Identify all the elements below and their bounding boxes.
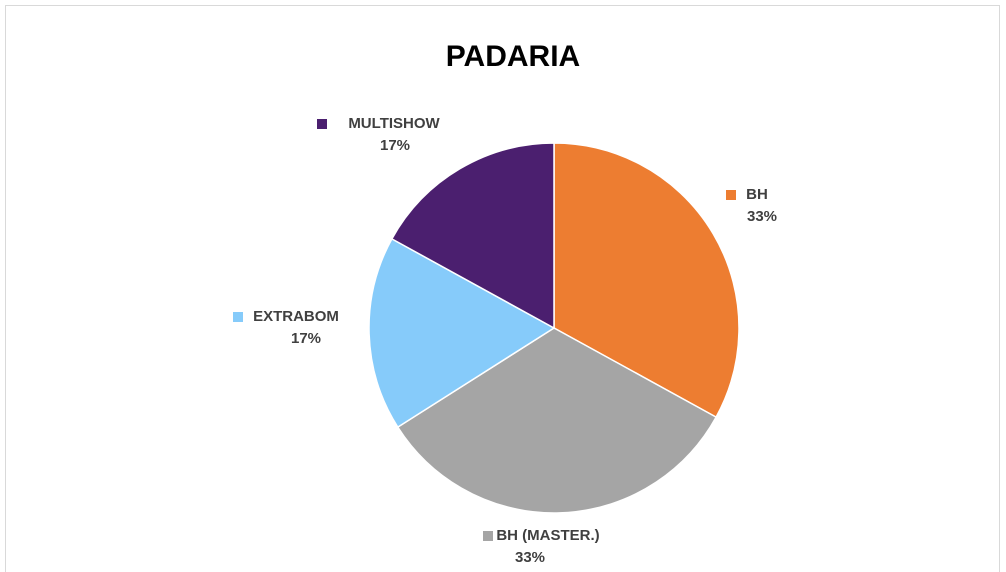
legend-marker [233, 312, 243, 322]
pie-slice [368, 237, 556, 429]
slice-label: BH (MASTER.) [496, 527, 599, 544]
legend-marker [317, 119, 327, 129]
legend-marker [726, 190, 736, 200]
slice-label: EXTRABOM [253, 308, 339, 325]
slice-value: 33% [747, 208, 777, 225]
pie-slice [390, 142, 555, 330]
pie-slice [553, 142, 740, 419]
slice-value: 33% [515, 549, 545, 566]
slice-value: 17% [291, 330, 321, 347]
slice-label: MULTISHOW [348, 115, 440, 132]
legend-marker [483, 531, 493, 541]
chart-title: PADARIA [446, 40, 580, 73]
pie-slice [396, 327, 718, 514]
slice-label: BH [746, 186, 768, 203]
slice-value: 17% [380, 137, 410, 154]
